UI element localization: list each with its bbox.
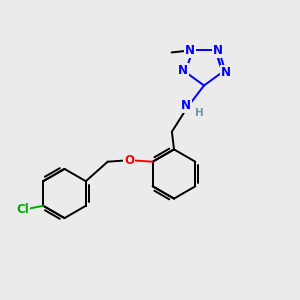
Text: N: N xyxy=(181,99,191,112)
Text: N: N xyxy=(178,64,188,77)
Text: O: O xyxy=(124,154,134,167)
Text: N: N xyxy=(185,44,195,57)
Text: N: N xyxy=(213,44,223,57)
Text: N: N xyxy=(221,65,231,79)
Text: Cl: Cl xyxy=(17,203,29,216)
Text: H: H xyxy=(194,107,203,118)
